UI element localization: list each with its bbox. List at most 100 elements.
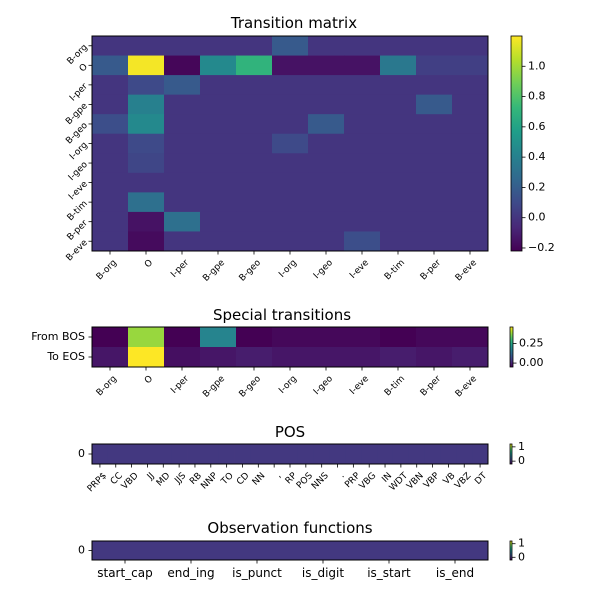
heatmap-cell: [272, 133, 309, 154]
heatmap-cell: [200, 211, 237, 232]
heatmap-cell: [416, 172, 453, 193]
heatmap-cell: [344, 75, 381, 96]
y-tick-label: I-geo: [67, 160, 90, 183]
colorbar-tick-label: −0.2: [528, 241, 555, 254]
heatmap-cell: [452, 55, 489, 76]
x-tick-label: is_punct: [232, 566, 282, 580]
heatmap-cell: [308, 172, 345, 193]
x-tick-label: VBN: [405, 471, 426, 492]
heatmap-cell: [236, 192, 273, 213]
heatmap-cell: [92, 327, 129, 348]
heatmap-cell: [164, 172, 201, 193]
special-transitions-title: Special transitions: [213, 306, 351, 324]
heatmap-cell: [272, 55, 309, 76]
x-tick-label: is_end: [436, 566, 474, 580]
colorbar-tick-label: 1: [518, 440, 525, 453]
colorbar-tick-label: 0.00: [519, 356, 544, 369]
heatmap-cell: [361, 444, 378, 465]
heatmap-cell: [128, 94, 165, 115]
y-tick-label: B-tim: [66, 199, 90, 223]
x-tick-label: B-eve: [454, 258, 480, 284]
heatmap-cell: [128, 347, 165, 368]
pos-title: POS: [275, 423, 305, 441]
x-tick-label: MD: [155, 471, 173, 489]
heatmap-cell: [128, 211, 165, 232]
colorbar-tick-label: 0.2: [528, 180, 546, 193]
heatmap-cell: [344, 153, 381, 174]
heatmap-cell: [128, 192, 165, 213]
x-tick-label: TO: [219, 471, 236, 488]
heatmap-cell: [380, 55, 417, 76]
x-tick-label: start_cap: [97, 566, 153, 580]
heatmap-cell: [456, 444, 473, 465]
colorbar-tick-label: 0: [518, 454, 525, 467]
heatmap-cell: [452, 231, 489, 252]
heatmap-cell: [202, 444, 220, 465]
heatmap-cell: [266, 444, 283, 465]
heatmap-cell: [422, 541, 489, 561]
observation-functions-y-ticks: 0: [78, 544, 92, 557]
transition-matrix-colorbar-ticks: −0.2 0.0 0.2 0.4 0.6 0.8 1.0: [522, 59, 555, 254]
heatmap-cell: [416, 133, 453, 154]
heatmap-cell: [236, 153, 273, 174]
heatmap-cell: [236, 133, 273, 154]
heatmap-cell: [345, 444, 362, 465]
heatmap-cell: [416, 94, 453, 115]
x-tick-label: NNS: [310, 471, 331, 492]
transition-matrix-y-ticks: B-orgOI-perB-gpeB-geoI-orgI-geoI-eveB-ti…: [64, 43, 92, 263]
heatmap-cell: [123, 444, 140, 465]
heatmap-cell: [164, 211, 201, 232]
transition-matrix-x-ticks: B-org O I-per B-gpe B-geo I-org I-geo I-eve B-ti…: [95, 251, 480, 284]
heatmap-cell: [282, 444, 299, 465]
heatmap-cell: [236, 55, 273, 76]
heatmap-cell: [234, 444, 251, 465]
heatmap-cell: [92, 36, 129, 56]
x-tick-label: DT: [473, 471, 489, 487]
y-tick-label: I-eve: [67, 179, 90, 202]
heatmap-cell: [128, 114, 165, 135]
heatmap-cell: [380, 347, 417, 368]
transition-matrix-heatmap: [92, 36, 489, 252]
heatmap-cell: [92, 172, 129, 193]
heatmap-cell: [272, 94, 309, 115]
x-tick-label: I-org: [277, 374, 299, 396]
heatmap-cell: [200, 347, 237, 368]
observation-functions-colorbar: [509, 540, 513, 561]
heatmap-cell: [424, 444, 441, 465]
heatmap-cell: [272, 231, 309, 252]
y-tick-label: O: [78, 62, 90, 74]
heatmap-cell: [187, 444, 204, 465]
heatmap-cell: [92, 153, 129, 174]
heatmap-cell: [164, 347, 201, 368]
heatmap-cell: [200, 36, 237, 56]
heatmap-cell: [308, 114, 345, 135]
heatmap-cell: [236, 75, 273, 96]
heatmap-cell: [272, 114, 309, 135]
x-tick-label: O: [143, 258, 155, 270]
heatmap-cell: [290, 541, 357, 561]
heatmap-cell: [408, 444, 426, 465]
x-tick-label: B-org: [95, 374, 119, 398]
x-tick-label: I-per: [169, 374, 191, 396]
heatmap-cell: [200, 172, 237, 193]
heatmap-cell: [308, 75, 345, 96]
heatmap-cell: [272, 36, 309, 56]
x-tick-label: is_digit: [302, 566, 344, 580]
heatmap-cell: [416, 153, 453, 174]
heatmap-cell: [200, 153, 237, 174]
x-tick-label: JJ: [145, 471, 157, 483]
heatmap-cell: [380, 327, 417, 348]
x-tick-label: B-per: [419, 258, 444, 283]
heatmap-cell: [452, 192, 489, 213]
heatmap-cell: [344, 327, 381, 348]
x-tick-label: B-eve: [454, 374, 480, 400]
heatmap-cell: [297, 444, 315, 465]
heatmap-cell: [224, 541, 291, 561]
heatmap-cell: [236, 327, 273, 348]
heatmap-cell: [164, 327, 201, 348]
x-tick-label: ,: [274, 471, 283, 480]
x-tick-label: I-geo: [312, 258, 335, 281]
heatmap-cell: [128, 36, 165, 56]
heatmap-cell: [92, 94, 129, 115]
special-transitions-colorbar: [509, 326, 514, 368]
